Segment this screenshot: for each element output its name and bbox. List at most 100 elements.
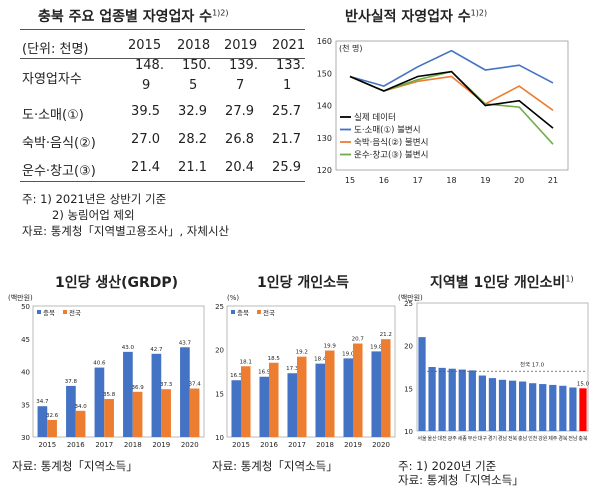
bar [37,406,48,437]
table-cell: 9 [142,78,151,93]
data-label: 35.8 [103,392,116,398]
bar [518,381,527,431]
x-tick-label: 18 [446,176,456,185]
series-line [349,49,554,87]
line-chart-title: 반사실적 자영업자 수1)2) [345,6,487,26]
bar [448,368,456,431]
y-tick-label: 120 [317,166,332,175]
table-cell: 150. [182,58,211,73]
x-tick-label: 2015 [38,441,56,449]
table-cell: 32.9 [178,104,207,119]
legend-swatch [63,310,67,314]
income-source: 자료: 통계청「지역소득」 [212,459,338,473]
bar [161,389,171,437]
legend-label: 전국 [263,308,275,317]
y-tick-label: 160 [317,37,332,46]
table-note: 주: 1) 2021년은 상반기 기준 [22,192,167,206]
table-cell: 139. [229,58,258,73]
data-label: 18.5 [268,356,281,362]
data-label: 42.7 [150,347,163,353]
plot-area [226,305,396,438]
table-rule-bottom [20,181,305,182]
y-tick-label: 10 [404,428,413,436]
consumption-chart-title: 지역별 1인당 개인소비1) [430,272,574,292]
table-header-year: 2021 [272,38,306,53]
x-tick-label: 20 [514,176,524,185]
data-label: 40.6 [93,361,106,367]
legend-swatch [231,310,235,314]
y-tick-label: 50 [21,303,30,311]
data-label: 43.7 [179,340,192,346]
legend-label: 숙박·음식(②) 불변시 [354,137,428,148]
data-label: 32.6 [46,413,59,419]
bar [418,337,426,431]
x-tick-label: 부산 [468,435,478,442]
legend-label: 충북 [237,308,249,317]
data-label: 34.7 [36,399,49,405]
y-tick-label: 30 [21,434,30,442]
bar [297,356,307,437]
x-tick-label: 2018 [124,441,142,449]
table-cell: 28.2 [178,132,207,147]
data-label: 16.5 [230,373,243,379]
data-label: 34.0 [74,404,87,410]
table-cell: 21.4 [131,160,160,175]
x-tick-label: 충남 [518,435,528,442]
bar [371,351,381,437]
x-tick-label: 충북 [578,435,588,442]
data-label: 18.1 [240,359,252,365]
x-tick-label: 2016 [67,441,85,449]
y-tick-label: 130 [317,134,332,143]
x-tick-label: 광주 [448,435,458,442]
bar [468,370,476,431]
table-cell: 21.7 [272,132,301,147]
bar [539,384,547,431]
bar [529,383,537,431]
x-tick-label: 경기 [488,435,497,442]
line-chart-title-text: 반사실적 자영업자 수 [345,9,471,25]
bar [123,351,133,437]
bar [241,366,251,437]
x-tick-label: 2018 [316,441,334,449]
bar [478,375,487,431]
table-row-label: 숙박·음식(②) [22,136,96,151]
x-tick-label: 15 [345,176,355,185]
data-label: 19.0 [342,351,355,357]
bar [75,410,86,437]
x-tick-label: 경북 [558,435,568,442]
y-tick-label: 15 [404,385,413,393]
bar [343,358,353,437]
table-row-label: 자영업자수 [22,72,82,87]
legend-swatch [37,310,41,314]
data-label: 37.8 [65,379,78,385]
x-tick-label: 2017 [95,441,113,449]
table-rule-header [20,58,305,59]
x-tick-label: 21 [548,176,558,185]
data-label: 16.9 [258,370,271,376]
table-cell: 1 [283,78,292,93]
x-tick-label: 2015 [232,441,250,449]
bar [180,347,190,437]
series-line [349,70,554,129]
x-tick-label: 서울 [417,435,427,442]
y-tick-label: 10 [215,434,224,442]
bar [47,419,57,437]
x-tick-label: 전북 [508,435,518,442]
y-tick-label: 140 [317,102,332,111]
table-cell: 27.9 [225,104,254,119]
data-label: 21.2 [380,332,392,338]
table-cell: 7 [236,78,245,93]
plot-area [32,305,205,438]
x-tick-label: 인천 [528,435,538,442]
income-chart-title: 1인당 개인소득 [257,272,349,292]
table-rule-top [20,29,305,30]
y-unit-label: (백만원) [398,293,423,302]
data-label: 37.4 [188,382,201,388]
x-tick-label: 2019 [152,441,170,449]
x-tick-label: 전남 [568,435,578,442]
table-cell: 27.0 [131,132,160,147]
bar [94,367,105,437]
table-title: 충북 주요 업종별 자영업자 수1)2) [38,6,228,26]
x-tick-label: 강원 [538,435,548,442]
